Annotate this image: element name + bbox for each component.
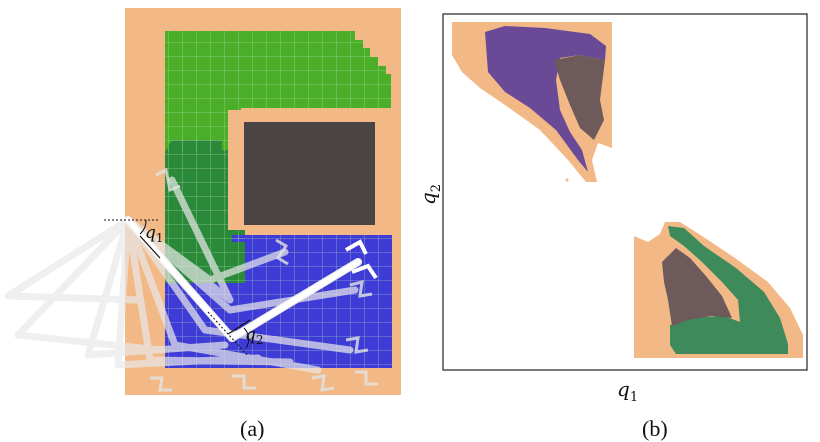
joint2-angle-arc (243, 327, 250, 349)
joint1-angle-arc (139, 219, 147, 235)
cspace-green-region (668, 226, 788, 354)
y-axis-label: q2 (416, 184, 444, 205)
main-arm-gripper (345, 239, 378, 280)
panel-b-caption: (b) (642, 416, 668, 441)
joint-annotations (104, 219, 251, 357)
cspace-purple-region (485, 26, 606, 172)
ghost-arm-configurations (4, 176, 359, 374)
joint1-label: q1 (145, 223, 164, 245)
panel-a-caption: (a) (240, 416, 264, 441)
cspace-brown-region-top (554, 55, 605, 140)
cspace-brown-region-bottom (662, 248, 732, 326)
panel-b-cspace (442, 13, 808, 371)
ghost-grippers (150, 167, 378, 392)
x-axis-label: q1 (617, 377, 638, 405)
main-arm (124, 216, 378, 342)
obstacle-block (244, 122, 375, 225)
joint2-label: q2 (245, 325, 264, 347)
